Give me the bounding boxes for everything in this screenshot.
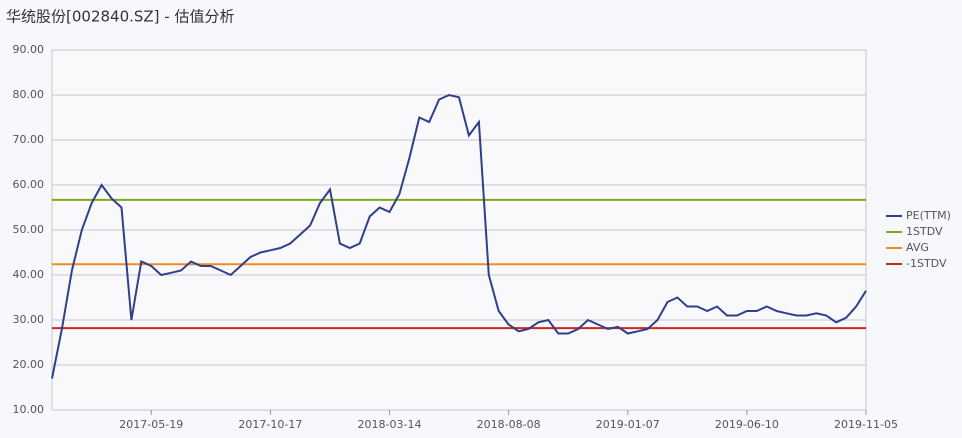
- y-tick-label: 40.00: [13, 268, 45, 281]
- legend-label: 1STDV: [906, 225, 943, 238]
- series-line: [51, 93, 867, 379]
- y-tick-label: 50.00: [13, 223, 45, 236]
- x-tick-label: 2018-03-14: [358, 418, 422, 431]
- y-tick-label: 30.00: [13, 313, 45, 326]
- y-tick-label: 90.00: [13, 43, 45, 56]
- x-tick-label: 2018-08-08: [477, 418, 541, 431]
- y-tick-label: 10.00: [13, 403, 45, 416]
- y-tick-label: 20.00: [13, 358, 45, 371]
- x-tick-label: 2017-10-17: [238, 418, 302, 431]
- y-tick-label: 80.00: [13, 88, 45, 101]
- chart-title: 华统股份[002840.SZ] - 估值分析: [6, 8, 234, 26]
- legend-label: AVG: [906, 241, 929, 254]
- x-tick-label: 2019-06-10: [715, 418, 779, 431]
- legend-label: -1STDV: [906, 257, 947, 270]
- y-tick-label: 60.00: [13, 178, 45, 191]
- x-tick-label: 2019-11-05: [834, 418, 898, 431]
- x-tick-label: 2019-01-07: [596, 418, 660, 431]
- y-tick-label: 70.00: [13, 133, 45, 146]
- x-tick-label: 2017-05-19: [119, 418, 183, 431]
- legend-label: PE(TTM): [906, 209, 951, 222]
